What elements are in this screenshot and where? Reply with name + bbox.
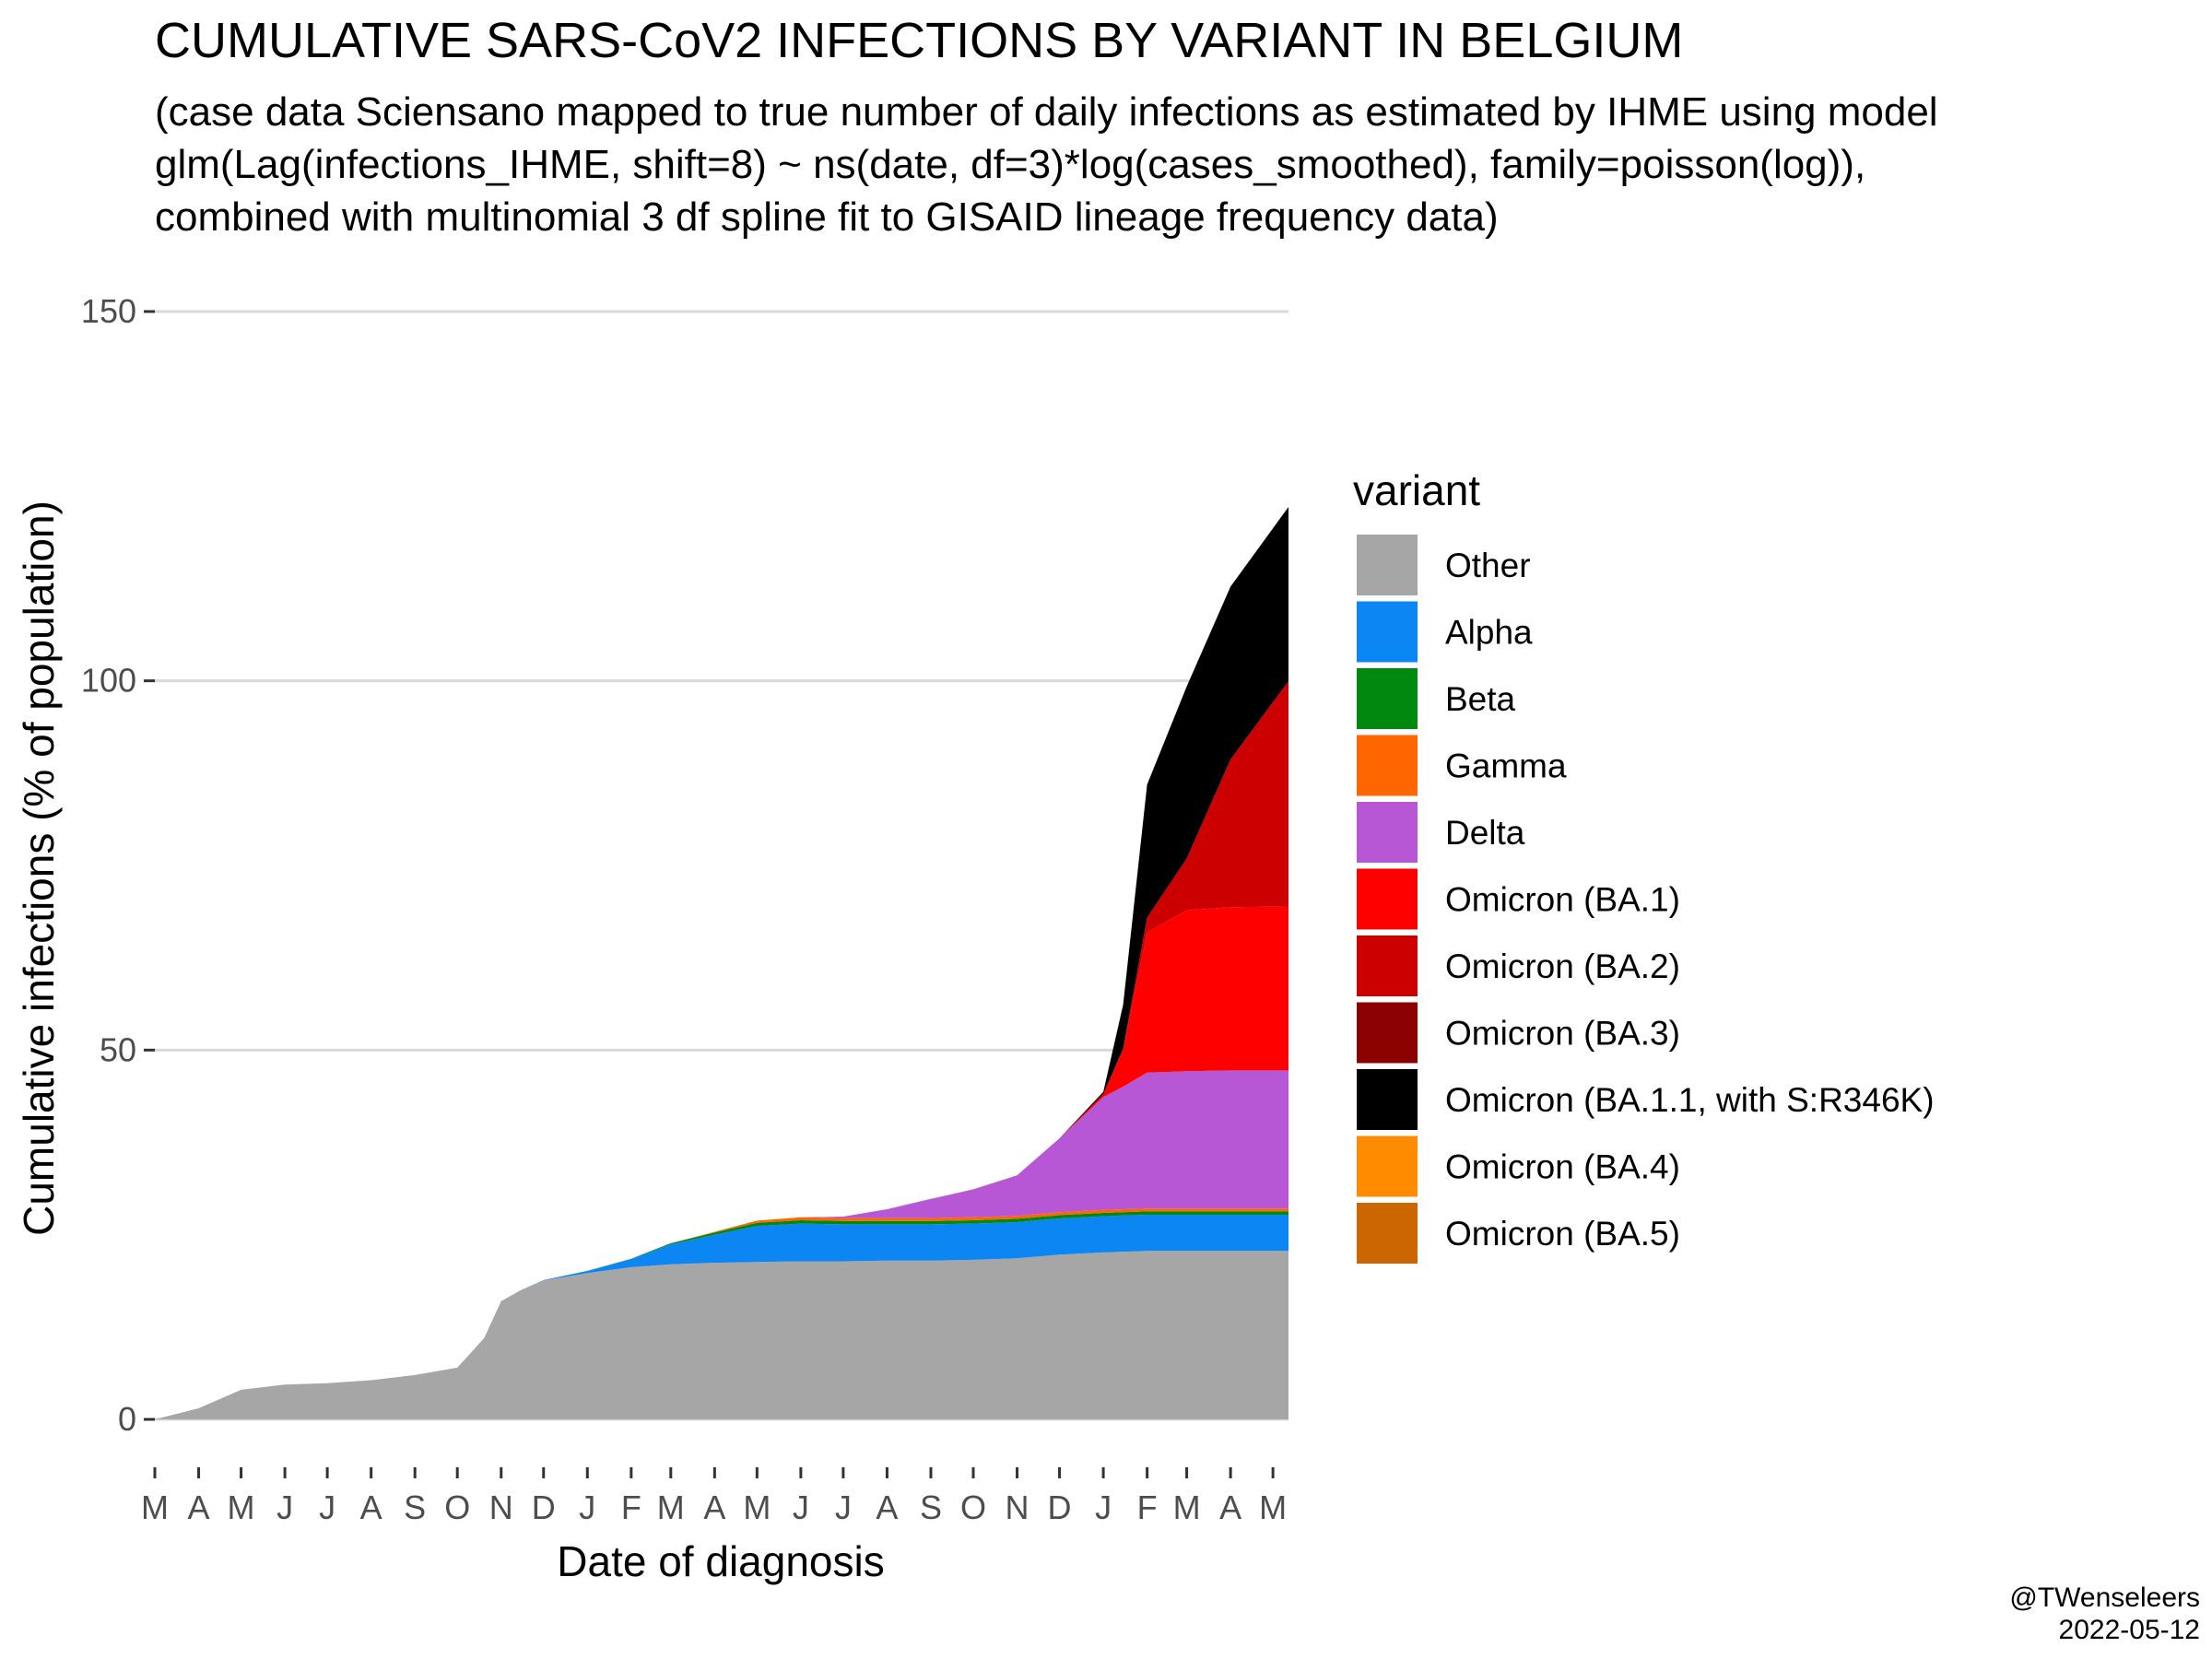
x-tick-label-22: J xyxy=(1095,1488,1112,1526)
legend: Other Alpha Beta Gamma Delta Omicron (BA.1) Om… xyxy=(1357,535,1935,1264)
x-tick-label-15: J xyxy=(793,1488,809,1526)
y-tick-label-100: 100 xyxy=(81,662,136,700)
caption-date: 2022-05-12 xyxy=(2059,1615,2200,1645)
legend-label-0: Other xyxy=(1445,547,1531,584)
y-tick-label-150: 150 xyxy=(81,292,136,330)
x-tick-label-17: A xyxy=(876,1488,898,1526)
x-tick-label-16: J xyxy=(835,1488,852,1526)
x-tick-label-4: J xyxy=(319,1488,335,1526)
y-tick-label-0: 0 xyxy=(118,1400,136,1438)
x-tick-label-12: M xyxy=(657,1488,685,1526)
x-tick-label-2: M xyxy=(228,1488,255,1526)
x-tick-label-7: O xyxy=(444,1488,470,1526)
x-tick-label-18: S xyxy=(920,1488,942,1526)
chart-subtitle-line-2: glm(Lag(infections_IHME, shift=8) ~ ns(d… xyxy=(155,142,1865,187)
legend-label-8: Omicron (BA.1.1, with S:R346K) xyxy=(1445,1081,1935,1119)
x-tick-label-14: M xyxy=(743,1488,771,1526)
area-series-0 xyxy=(155,1251,1288,1419)
x-axis-title: Date of diagnosis xyxy=(557,1537,884,1585)
legend-swatch-9 xyxy=(1357,1135,1418,1197)
x-tick-label-25: A xyxy=(1219,1488,1241,1526)
legend-swatch-8 xyxy=(1357,1069,1418,1130)
y-tick-label-50: 50 xyxy=(100,1030,136,1068)
legend-swatch-4 xyxy=(1357,802,1418,863)
x-tick-label-19: O xyxy=(960,1488,986,1526)
x-tick-label-9: D xyxy=(532,1488,556,1526)
area-series-5 xyxy=(155,906,1288,1419)
area-series-1 xyxy=(155,1215,1288,1419)
x-tick-label-20: N xyxy=(1006,1488,1030,1526)
legend-label-2: Beta xyxy=(1445,680,1516,718)
x-tick-label-5: A xyxy=(360,1488,382,1526)
legend-swatch-1 xyxy=(1357,601,1418,663)
legend-swatch-6 xyxy=(1357,935,1418,996)
legend-label-3: Gamma xyxy=(1445,747,1567,785)
legend-swatch-10 xyxy=(1357,1203,1418,1264)
legend-label-1: Alpha xyxy=(1445,614,1533,652)
x-tick-label-24: M xyxy=(1173,1488,1201,1526)
area-series-4 xyxy=(155,1070,1288,1419)
legend-label-5: Omicron (BA.1) xyxy=(1445,881,1680,919)
chart-subtitle-line-3: combined with multinomial 3 df spline fi… xyxy=(155,194,1499,240)
x-tick-label-0: M xyxy=(141,1488,169,1526)
x-tick-label-23: F xyxy=(1137,1488,1158,1526)
legend-swatch-7 xyxy=(1357,1002,1418,1064)
legend-title: variant xyxy=(1353,466,1480,514)
x-tick-label-3: J xyxy=(276,1488,293,1526)
x-tick-label-11: F xyxy=(621,1488,641,1526)
legend-swatch-3 xyxy=(1357,735,1418,796)
x-tick-label-8: N xyxy=(489,1488,513,1526)
legend-swatch-0 xyxy=(1357,535,1418,595)
y-axis-title: Cumulative infections (% of population) xyxy=(15,500,63,1236)
legend-label-7: Omicron (BA.3) xyxy=(1445,1015,1680,1053)
chart-subtitle-line-1: (case data Sciensano mapped to true numb… xyxy=(155,89,1938,135)
x-tick-label-6: S xyxy=(404,1488,426,1526)
stacked-areas xyxy=(155,507,1288,1419)
x-tick-label-10: J xyxy=(579,1488,595,1526)
caption-handle: @TWenseleers xyxy=(2009,1583,2200,1613)
legend-swatch-5 xyxy=(1357,868,1418,930)
legend-label-4: Delta xyxy=(1445,814,1525,852)
legend-swatch-2 xyxy=(1357,668,1418,729)
x-tick-label-13: A xyxy=(703,1488,725,1526)
legend-label-6: Omicron (BA.2) xyxy=(1445,947,1680,985)
x-tick-label-26: M xyxy=(1259,1488,1287,1526)
chart-title: CUMULATIVE SARS-CoV2 INFECTIONS BY VARIA… xyxy=(155,13,1683,68)
x-tick-label-21: D xyxy=(1048,1488,1072,1526)
legend-label-10: Omicron (BA.5) xyxy=(1445,1215,1680,1253)
legend-label-9: Omicron (BA.4) xyxy=(1445,1148,1680,1186)
x-tick-label-1: A xyxy=(188,1488,210,1526)
y-axis: 0 50 100 150 xyxy=(81,292,155,1438)
